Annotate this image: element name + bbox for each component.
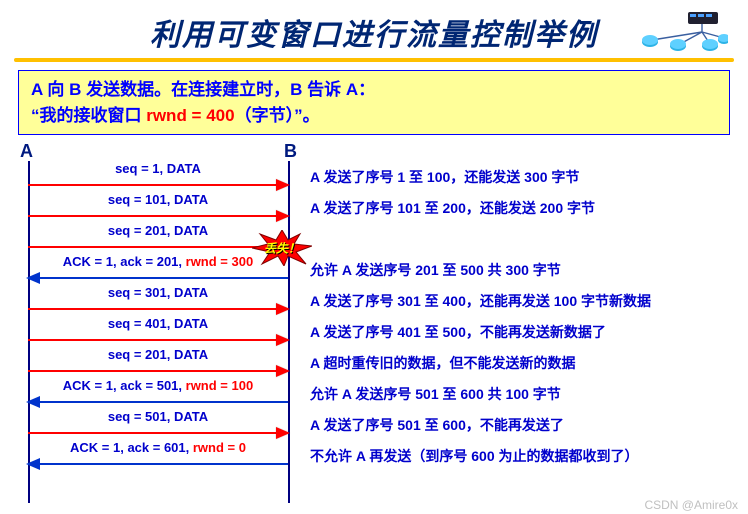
arrow-label: seq = 1, DATA bbox=[28, 161, 288, 176]
intro-line2: “我的接收窗口 rwnd = 400（字节）”。 bbox=[31, 103, 717, 129]
page-title: 利用可变窗口进行流量控制举例 bbox=[150, 10, 598, 54]
host-a-label: A bbox=[20, 141, 33, 162]
row-description: A 发送了序号 401 至 500，不能再发送新数据了 bbox=[310, 322, 606, 342]
arrow-right-icon bbox=[276, 179, 290, 191]
arrow-label: seq = 301, DATA bbox=[28, 285, 288, 300]
message-row: ACK = 1, ack = 201, rwnd = 300 允许 A 发送序号 … bbox=[14, 254, 734, 285]
message-row: seq = 301, DATA A 发送了序号 301 至 400，还能再发送 1… bbox=[14, 285, 734, 316]
intro-box: A 向 B 发送数据。在连接建立时，B 告诉 A： “我的接收窗口 rwnd =… bbox=[18, 70, 730, 135]
network-devices-icon bbox=[632, 10, 728, 54]
row-description: A 超时重传旧的数据，但不能发送新的数据 bbox=[310, 353, 575, 373]
arrow-label: seq = 201, DATA bbox=[28, 347, 288, 362]
arrow-label: seq = 101, DATA bbox=[28, 192, 288, 207]
arrow-right-icon bbox=[276, 210, 290, 222]
arrow-right-icon bbox=[276, 303, 290, 315]
title-row: 利用可变窗口进行流量控制举例 bbox=[14, 8, 734, 56]
row-description: 允许 A 发送序号 201 至 500 共 300 字节 bbox=[310, 260, 561, 280]
arrow-label: ACK = 1, ack = 601, rwnd = 0 bbox=[28, 440, 288, 455]
message-row: seq = 401, DATA A 发送了序号 401 至 500，不能再发送新数… bbox=[14, 316, 734, 347]
arrow-label: seq = 401, DATA bbox=[28, 316, 288, 331]
arrow-left-icon bbox=[26, 458, 40, 470]
message-row: seq = 201, DATA A 超时重传旧的数据，但不能发送新的数据 bbox=[14, 347, 734, 378]
row-description: A 发送了序号 301 至 400，还能再发送 100 字节新数据 bbox=[310, 291, 651, 311]
row-description: 允许 A 发送序号 501 至 600 共 100 字节 bbox=[310, 384, 561, 404]
arrow-right-icon bbox=[276, 365, 290, 377]
message-row: seq = 1, DATA A 发送了序号 1 至 100，还能发送 300 字节 bbox=[14, 161, 734, 192]
message-row: seq = 101, DATA A 发送了序号 101 至 200，还能发送 20… bbox=[14, 192, 734, 223]
arrow-label: seq = 201, DATA bbox=[28, 223, 288, 238]
row-description: A 发送了序号 501 至 600，不能再发送了 bbox=[310, 415, 564, 435]
arrow-left-icon bbox=[26, 396, 40, 408]
intro-line1: A 向 B 发送数据。在连接建立时，B 告诉 A： bbox=[31, 77, 717, 103]
message-row: seq = 501, DATA A 发送了序号 501 至 600，不能再发送了 bbox=[14, 409, 734, 440]
watermark: CSDN @Amire0x bbox=[644, 498, 738, 512]
row-description: A 发送了序号 1 至 100，还能发送 300 字节 bbox=[310, 167, 579, 187]
sequence-diagram: A B seq = 1, DATA A 发送了序号 1 至 100，还能发送 30… bbox=[14, 143, 734, 503]
arrow-label: ACK = 1, ack = 501, rwnd = 100 bbox=[28, 378, 288, 393]
arrow-label: ACK = 1, ack = 201, rwnd = 300 bbox=[28, 254, 288, 269]
title-underline bbox=[14, 58, 734, 62]
row-description: A 发送了序号 101 至 200，还能发送 200 字节 bbox=[310, 198, 595, 218]
arrow-right-icon bbox=[276, 427, 290, 439]
arrow-left-icon bbox=[26, 272, 40, 284]
message-row: seq = 201, DATA丢失！ bbox=[14, 223, 734, 254]
row-description: 不允许 A 再发送（到序号 600 为止的数据都收到了） bbox=[310, 446, 639, 466]
message-row: ACK = 1, ack = 501, rwnd = 100 允许 A 发送序号 … bbox=[14, 378, 734, 409]
message-row: ACK = 1, ack = 601, rwnd = 0 不允许 A 再发送（到序… bbox=[14, 440, 734, 471]
host-b-label: B bbox=[284, 141, 297, 162]
arrow-right-icon bbox=[276, 334, 290, 346]
arrow-label: seq = 501, DATA bbox=[28, 409, 288, 424]
